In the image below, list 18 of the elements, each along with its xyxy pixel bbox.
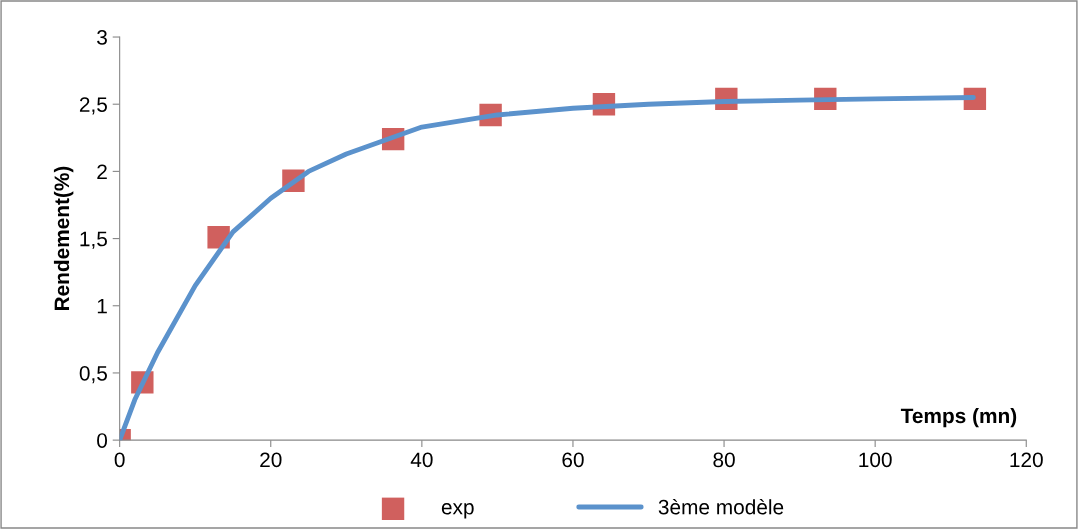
y-axis-title: Rendement(%) xyxy=(53,166,74,311)
x-tick-label: 60 xyxy=(562,452,584,468)
x-tick-label: 0 xyxy=(114,452,125,468)
x-tick-label: 40 xyxy=(410,452,433,468)
legend-label: exp xyxy=(441,503,474,519)
x-axis-title: Temps (mn) xyxy=(900,407,1017,428)
y-tick-label: 3 xyxy=(97,30,107,45)
y-tick-label: 2,5 xyxy=(79,97,107,115)
y-tick-label: 2 xyxy=(97,164,107,179)
y-tick-label: 0 xyxy=(97,433,108,448)
x-tick-label: 120 xyxy=(1010,452,1043,468)
y-tick-label: 1 xyxy=(97,298,107,314)
x-tick-label: 100 xyxy=(859,452,892,468)
y-tick-label: 0,5 xyxy=(79,365,107,384)
x-tick-label: 80 xyxy=(713,452,735,468)
legend-label: 3ème modèle xyxy=(658,498,784,515)
y-tick-label: 1,5 xyxy=(80,231,107,249)
x-tick-label: 20 xyxy=(260,452,282,468)
